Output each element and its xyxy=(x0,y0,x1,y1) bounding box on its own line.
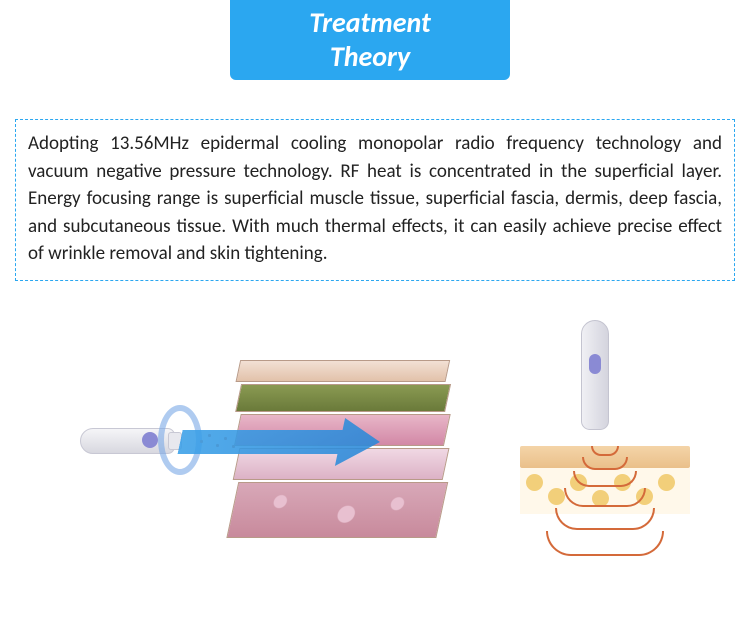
wave xyxy=(546,531,664,556)
title-banner: Treatment Theory xyxy=(230,0,510,80)
wave xyxy=(591,446,619,456)
diagram-area xyxy=(80,350,680,570)
layer-subcutaneous xyxy=(226,482,448,538)
device-button xyxy=(142,432,158,448)
device-right-button xyxy=(589,354,601,374)
banner-line-2: Theory xyxy=(330,40,410,74)
layer-epidermis xyxy=(236,360,451,382)
description-box: Adopting 13.56MHz epidermal cooling mono… xyxy=(15,119,735,281)
description-text: Adopting 13.56MHz epidermal cooling mono… xyxy=(28,130,722,268)
device-right-body xyxy=(581,320,609,430)
wave xyxy=(555,508,655,530)
wave xyxy=(564,488,646,507)
wave xyxy=(582,457,628,470)
skin-layers-cross-section xyxy=(200,360,470,550)
wave xyxy=(573,471,637,487)
layer-superficial-fascia xyxy=(235,384,451,412)
device-right xyxy=(575,320,615,440)
device-left xyxy=(80,410,185,470)
fat-cell xyxy=(526,474,543,491)
right-diagram xyxy=(520,350,690,560)
banner-line-1: Treatment xyxy=(309,6,430,40)
rf-waves xyxy=(546,448,664,559)
